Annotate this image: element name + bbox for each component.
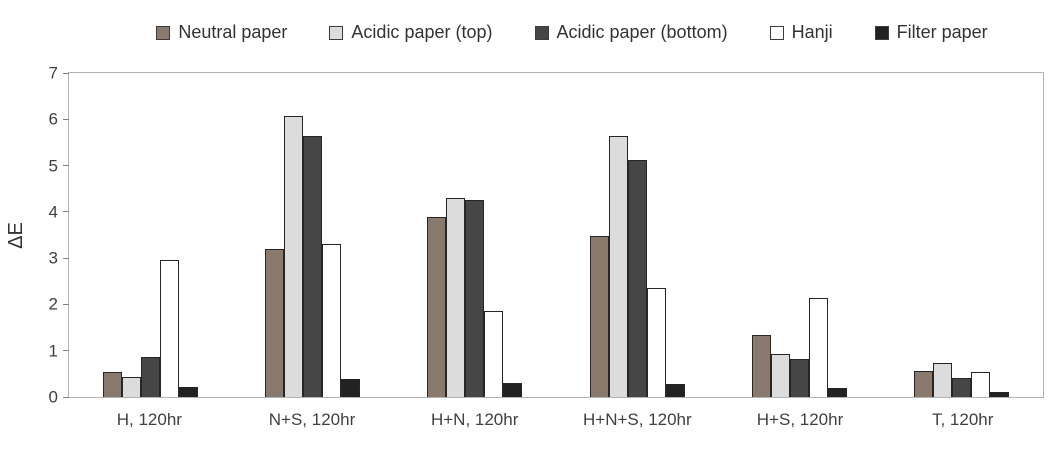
- legend-label: Neutral paper: [178, 22, 288, 42]
- bar: [751, 335, 771, 397]
- bar: [827, 387, 847, 397]
- bar: [503, 383, 523, 397]
- plot-area: 0 1 2 3 4 5 6 7: [49, 65, 1044, 406]
- legend-item: Acidic paper (bottom): [534, 22, 728, 43]
- bar-group: [394, 73, 556, 397]
- bar: [971, 371, 991, 397]
- legend-item: Acidic paper (top): [329, 22, 493, 43]
- bar-group: [556, 73, 718, 397]
- y-tick-label: 7: [48, 63, 58, 83]
- bar: [589, 235, 609, 397]
- y-tick-label: 4: [48, 202, 58, 222]
- y-tick-mark: [63, 72, 69, 74]
- y-tick-mark: [63, 165, 69, 167]
- bar-group: [69, 73, 231, 397]
- x-tick-label: T, 120hr: [931, 410, 994, 429]
- y-tick-label: 3: [48, 248, 58, 268]
- bar: [990, 392, 1010, 397]
- bar: [121, 377, 141, 397]
- bar: [159, 259, 179, 397]
- legend-swatch-icon: [156, 25, 171, 40]
- bar: [665, 384, 685, 397]
- y-tick-mark: [63, 303, 69, 305]
- legend-item: Neutral paper: [156, 22, 287, 43]
- y-tick-mark: [63, 257, 69, 259]
- x-tick-label: H, 120hr: [116, 410, 182, 429]
- bar-group: [881, 73, 1043, 397]
- x-axis-labels: H, 120hr N+S, 120hr H+N, 120hr H+N+S, 120hr…: [68, 410, 1044, 430]
- x-tick-label: H+N+S, 120hr: [583, 410, 692, 429]
- bar: [302, 136, 322, 397]
- bar: [140, 356, 160, 397]
- bars-container: [69, 73, 1043, 397]
- legend-label: Hanji: [791, 22, 833, 42]
- bar: [178, 386, 198, 397]
- y-axis-title: ΔE: [2, 215, 30, 255]
- x-tick-label: N+S, 120hr: [268, 410, 356, 429]
- bar: [484, 311, 504, 397]
- legend-label: Filter paper: [896, 22, 988, 42]
- bar: [446, 197, 466, 397]
- bar: [770, 353, 790, 397]
- bar: [321, 244, 341, 397]
- legend-item: Filter paper: [874, 22, 988, 43]
- legend-label: Acidic paper (bottom): [556, 22, 728, 42]
- legend-swatch-icon: [534, 25, 549, 40]
- y-tick-mark: [63, 350, 69, 352]
- y-axis-title-text: ΔE: [4, 221, 27, 249]
- bar: [789, 359, 809, 397]
- y-tick-mark: [63, 396, 69, 398]
- legend-swatch-icon: [329, 25, 344, 40]
- y-tick-label: 1: [48, 341, 58, 361]
- y-tick-label: 6: [48, 109, 58, 129]
- legend-item: Hanji: [769, 22, 833, 43]
- y-tick-mark: [63, 118, 69, 120]
- bar: [340, 378, 360, 397]
- bar: [283, 115, 303, 397]
- legend-label: Acidic paper (top): [351, 22, 493, 42]
- chart-legend: Neutral paper Acidic paper (top) Acidic pa…: [0, 22, 1064, 43]
- bar: [608, 135, 628, 397]
- bar: [627, 159, 647, 397]
- bar: [427, 216, 447, 397]
- y-tick-label: 5: [48, 156, 58, 176]
- legend-swatch-icon: [874, 25, 889, 40]
- bar: [808, 297, 828, 397]
- x-tick-label: H+N, 120hr: [430, 410, 519, 429]
- legend-swatch-icon: [769, 25, 784, 40]
- bar: [933, 362, 953, 397]
- bar: [264, 248, 284, 397]
- bar: [952, 377, 972, 397]
- y-tick-mark: [63, 211, 69, 213]
- bar-group: [231, 73, 393, 397]
- bar: [465, 200, 485, 397]
- bar: [914, 370, 934, 397]
- y-tick-label: 0: [48, 387, 58, 407]
- y-tick-label: 2: [48, 294, 58, 314]
- bar: [102, 371, 122, 397]
- bar-group: [718, 73, 880, 397]
- x-tick-label: H+S, 120hr: [756, 410, 844, 429]
- bar: [646, 288, 666, 397]
